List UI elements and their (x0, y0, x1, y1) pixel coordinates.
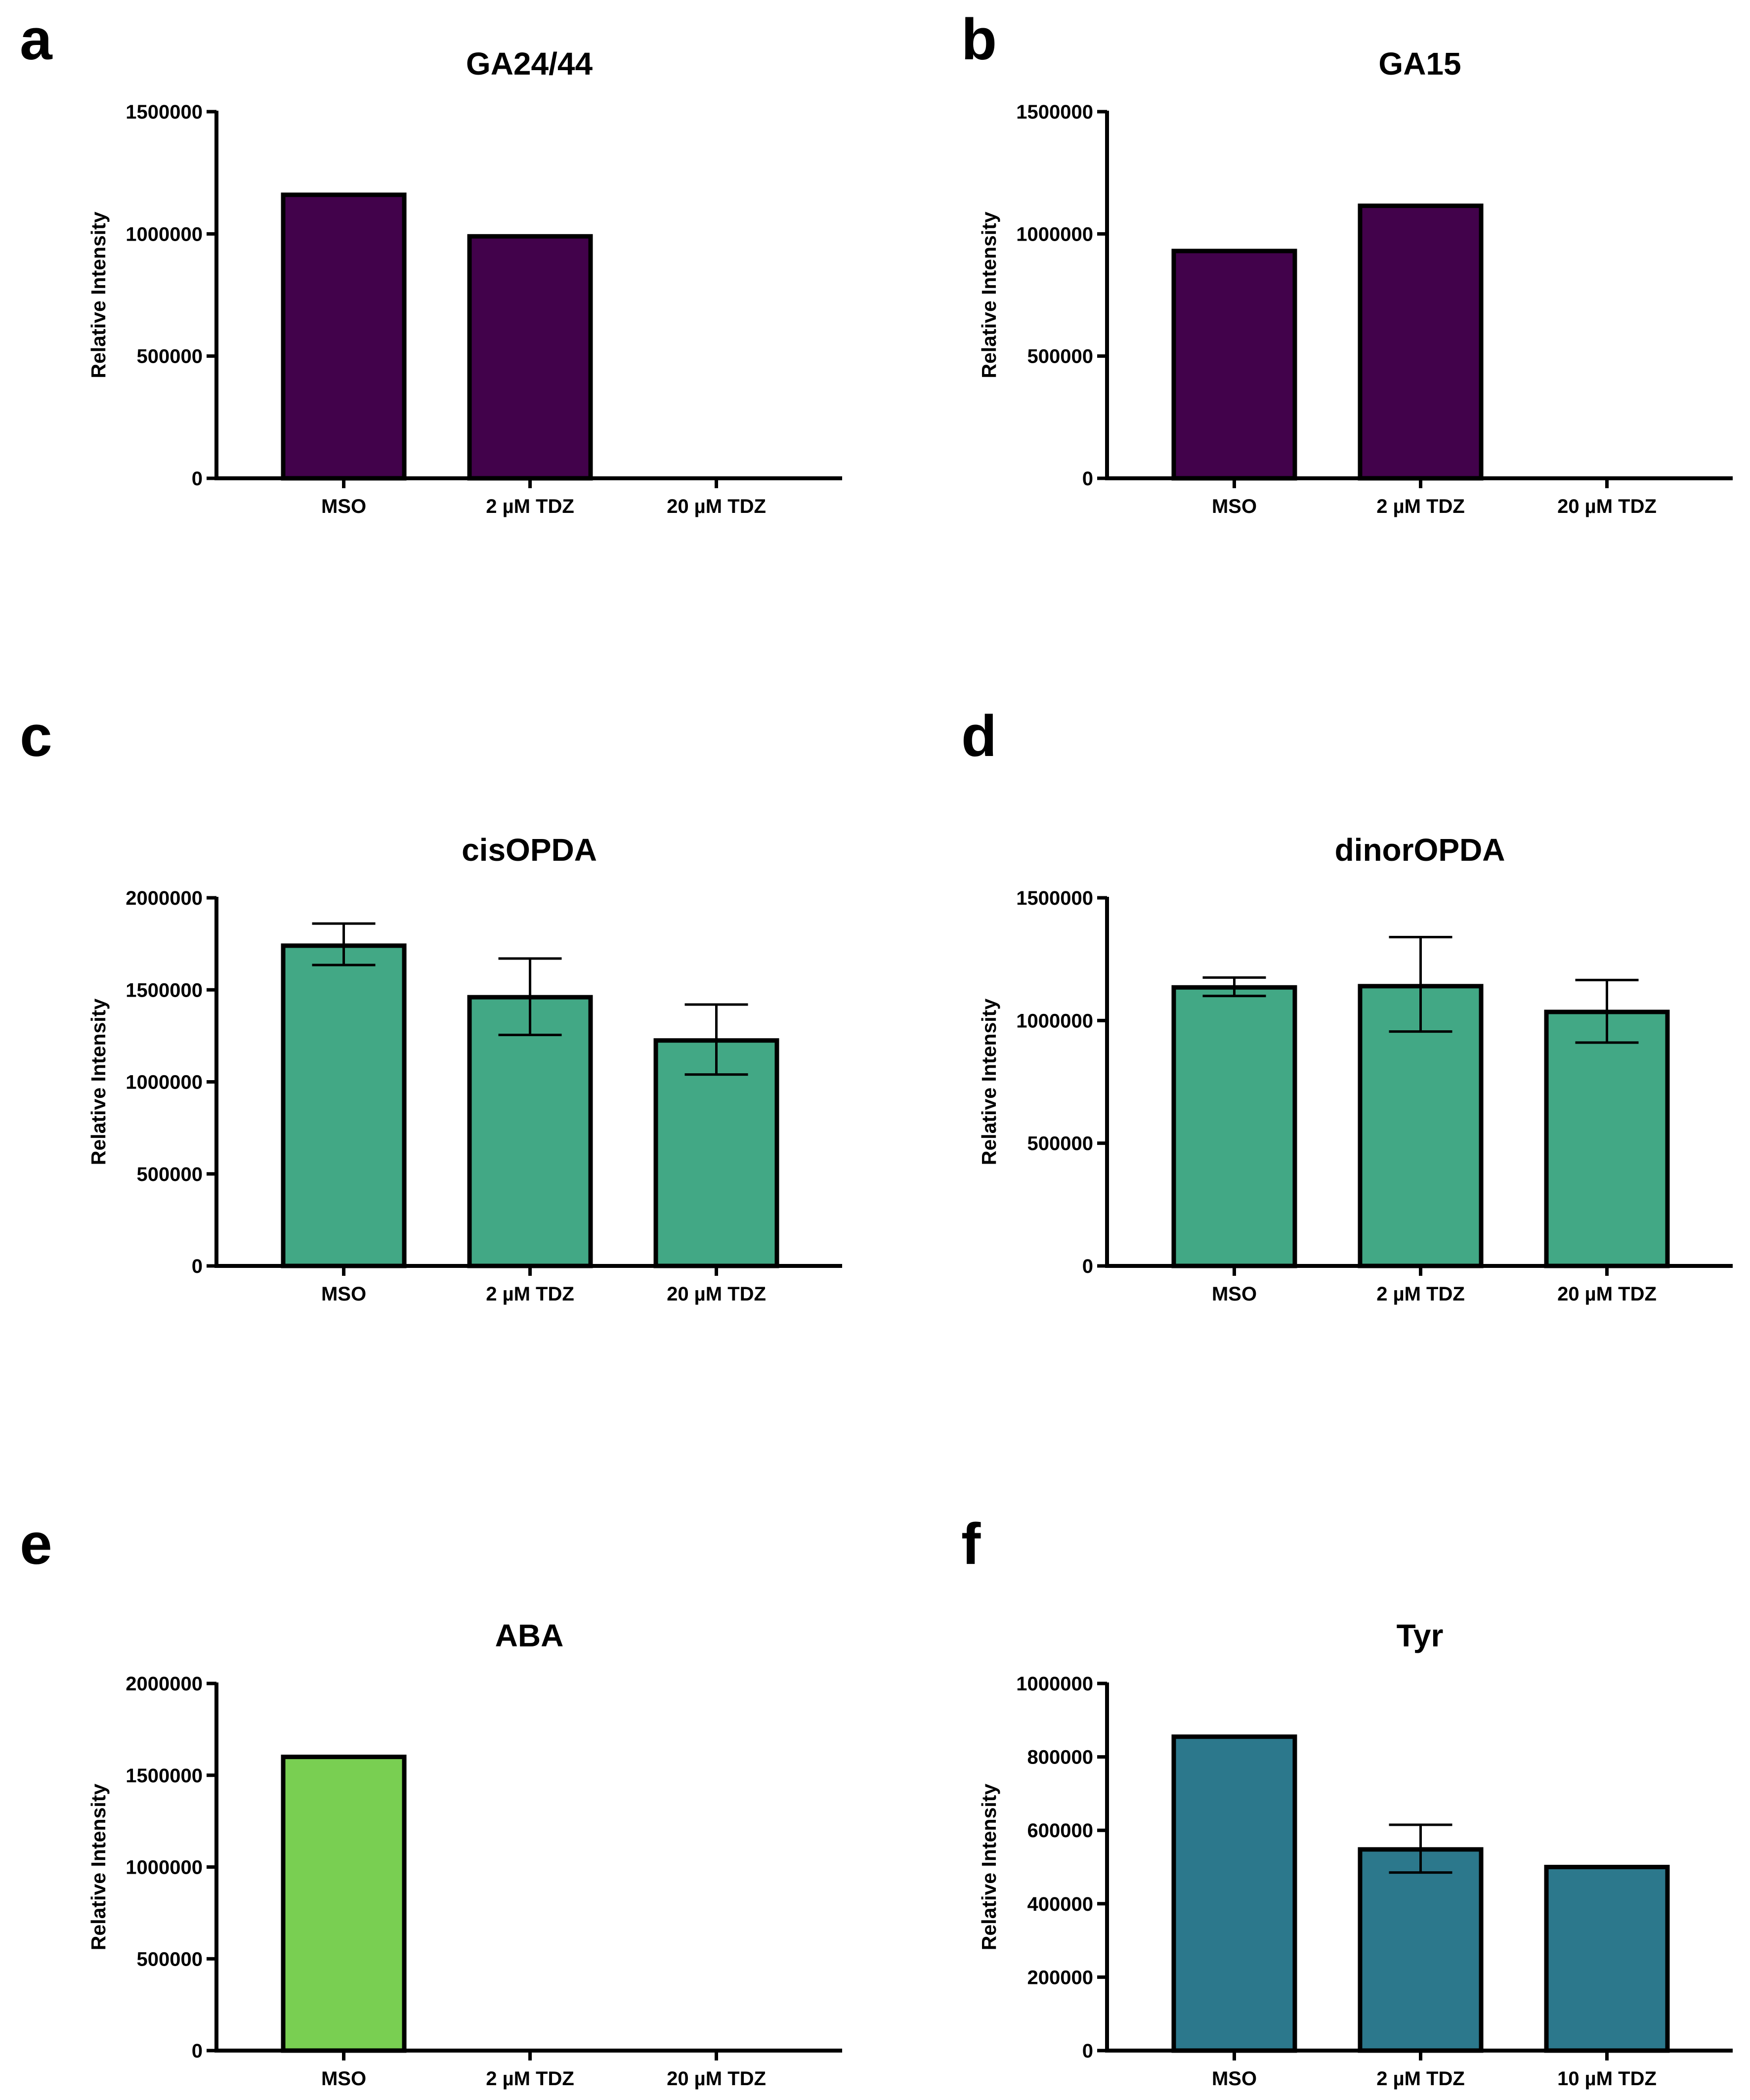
x-tick-label: 20 µM TDZ (1557, 1283, 1657, 1305)
y-tick-label: 1000000 (126, 1072, 203, 1093)
y-axis-label: Relative Intensity (87, 999, 110, 1165)
x-tick-label: 2 µM TDZ (1376, 1283, 1465, 1305)
x-tick-label: 10 µM TDZ (1557, 2068, 1657, 2090)
panel-letter: d (961, 704, 997, 769)
chart-panel-e: e ABA Relative Intensity 0 500000 1000000 1500… (20, 1512, 842, 2090)
error-bar (312, 922, 376, 966)
chart-title: dinorOPDA (1335, 832, 1505, 868)
error-bar (1575, 978, 1639, 1044)
chart-panel-d: d dinorOPDA Relative Intensity 0 500000 10000… (961, 704, 1733, 1305)
bar (1358, 203, 1484, 481)
y-tick-label: 600000 (1027, 1820, 1093, 1842)
chart-panel-a: a GA24/44 Relative Intensity 0 500000 1000000… (20, 7, 842, 517)
y-tick-label: 0 (192, 468, 203, 490)
y-tick-label: 1000000 (126, 1857, 203, 1879)
error-bar (498, 957, 562, 1037)
y-tick-label: 1500000 (126, 979, 203, 1001)
y-axis-label: Relative Intensity (87, 1784, 110, 1950)
chart-panel-c: c cisOPDA Relative Intensity 0 500000 1000000… (20, 704, 842, 1305)
y-axis-label: Relative Intensity (978, 1784, 1000, 1950)
y-tick-label: 0 (192, 2040, 203, 2062)
bar (1171, 249, 1297, 481)
error-bar (1389, 935, 1452, 1033)
x-tick-label: 2 µM TDZ (486, 496, 574, 517)
y-tick-label: 200000 (1027, 1967, 1093, 1988)
bar (281, 943, 407, 1268)
y-tick-label: 0 (1082, 468, 1093, 490)
x-tick-label: MSO (321, 1283, 366, 1305)
panel-letter: f (961, 1512, 981, 1577)
error-bar (684, 1003, 748, 1076)
x-tick-label: 20 µM TDZ (667, 2068, 766, 2090)
y-tick-label: 1500000 (126, 1765, 203, 1787)
chart-title: cisOPDA (462, 832, 597, 868)
y-tick-label: 1500000 (1016, 887, 1093, 909)
panel-letter: a (20, 7, 53, 72)
bar (1544, 1009, 1670, 1268)
y-axis-label: Relative Intensity (978, 999, 1000, 1165)
error-bar (1202, 976, 1266, 998)
y-tick-label: 500000 (137, 1948, 203, 1970)
x-tick-label: 20 µM TDZ (667, 496, 766, 517)
y-axis-label: Relative Intensity (978, 211, 1000, 378)
y-tick-label: 0 (1082, 1256, 1093, 1277)
bar (1171, 1734, 1297, 2053)
bar (467, 995, 593, 1268)
x-tick-label: 20 µM TDZ (1557, 496, 1657, 517)
x-tick-label: MSO (321, 496, 366, 517)
y-tick-label: 400000 (1027, 1893, 1093, 1915)
y-tick-label: 1500000 (126, 101, 203, 123)
chart-title: GA24/44 (466, 46, 593, 82)
x-tick-label: 2 µM TDZ (1376, 2068, 1465, 2090)
x-tick-label: MSO (1212, 1283, 1257, 1305)
chart-panel-f: f Tyr Relative Intensity 0 200000 400000 60000… (961, 1512, 1733, 2090)
y-tick-label: 0 (1082, 2040, 1093, 2062)
bar (1171, 985, 1297, 1268)
bar (281, 192, 407, 481)
error-bar (1389, 1823, 1452, 1874)
y-tick-label: 500000 (1027, 1133, 1093, 1155)
y-tick-label: 500000 (137, 346, 203, 368)
y-tick-label: 500000 (1027, 346, 1093, 368)
x-tick-label: MSO (321, 2068, 366, 2090)
chart-title: GA15 (1378, 46, 1461, 82)
bar (467, 234, 593, 481)
bar (281, 1755, 407, 2053)
y-tick-label: 0 (192, 1256, 203, 1277)
x-tick-label: 2 µM TDZ (486, 2068, 574, 2090)
y-tick-label: 2000000 (126, 887, 203, 909)
chart-panel-b: b GA15 Relative Intensity 0 500000 1000000 150… (961, 7, 1733, 517)
y-tick-label: 1000000 (1016, 1673, 1093, 1695)
y-tick-label: 1000000 (1016, 223, 1093, 245)
y-tick-label: 800000 (1027, 1747, 1093, 1768)
chart-title: ABA (495, 1618, 564, 1653)
bar (1544, 1865, 1670, 2053)
panel-letter: e (20, 1512, 52, 1577)
x-tick-label: 20 µM TDZ (667, 1283, 766, 1305)
y-tick-label: 2000000 (126, 1673, 203, 1695)
y-tick-label: 1500000 (1016, 101, 1093, 123)
x-tick-label: MSO (1212, 2068, 1257, 2090)
x-tick-label: 2 µM TDZ (486, 1283, 574, 1305)
y-tick-label: 500000 (137, 1164, 203, 1185)
y-tick-label: 1000000 (126, 223, 203, 245)
y-axis-label: Relative Intensity (87, 211, 110, 378)
bar (1358, 1847, 1484, 2053)
panel-letter: b (961, 7, 997, 72)
panel-letter: c (20, 704, 52, 769)
y-tick-label: 1000000 (1016, 1010, 1093, 1032)
x-tick-label: 2 µM TDZ (1376, 496, 1465, 517)
chart-title: Tyr (1397, 1618, 1444, 1653)
x-tick-label: MSO (1212, 496, 1257, 517)
